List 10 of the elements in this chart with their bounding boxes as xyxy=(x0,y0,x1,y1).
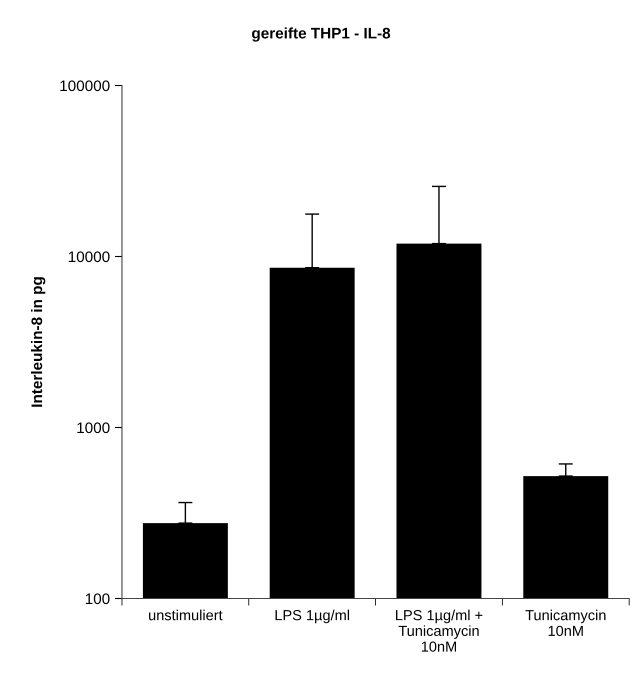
x-tick-label: LPS 1µg/ml + Tunicamycin 10nM xyxy=(396,610,482,652)
x-tick-label: Tunicamycin 10nM xyxy=(525,610,606,636)
x-tick-label: LPS 1µg/ml xyxy=(276,610,350,624)
y-tick-label: 100 xyxy=(86,593,110,604)
y-tick-label: 10000 xyxy=(68,251,110,262)
chart-title: gereifte THP1 - IL-8 xyxy=(252,27,390,42)
x-tick-label: unstimuliert xyxy=(149,610,223,620)
y-tick-label: 1000 xyxy=(77,422,110,434)
y-tick-label: 100000 xyxy=(60,80,110,92)
y-axis-title: Interleukin-8 in pg xyxy=(31,277,46,407)
